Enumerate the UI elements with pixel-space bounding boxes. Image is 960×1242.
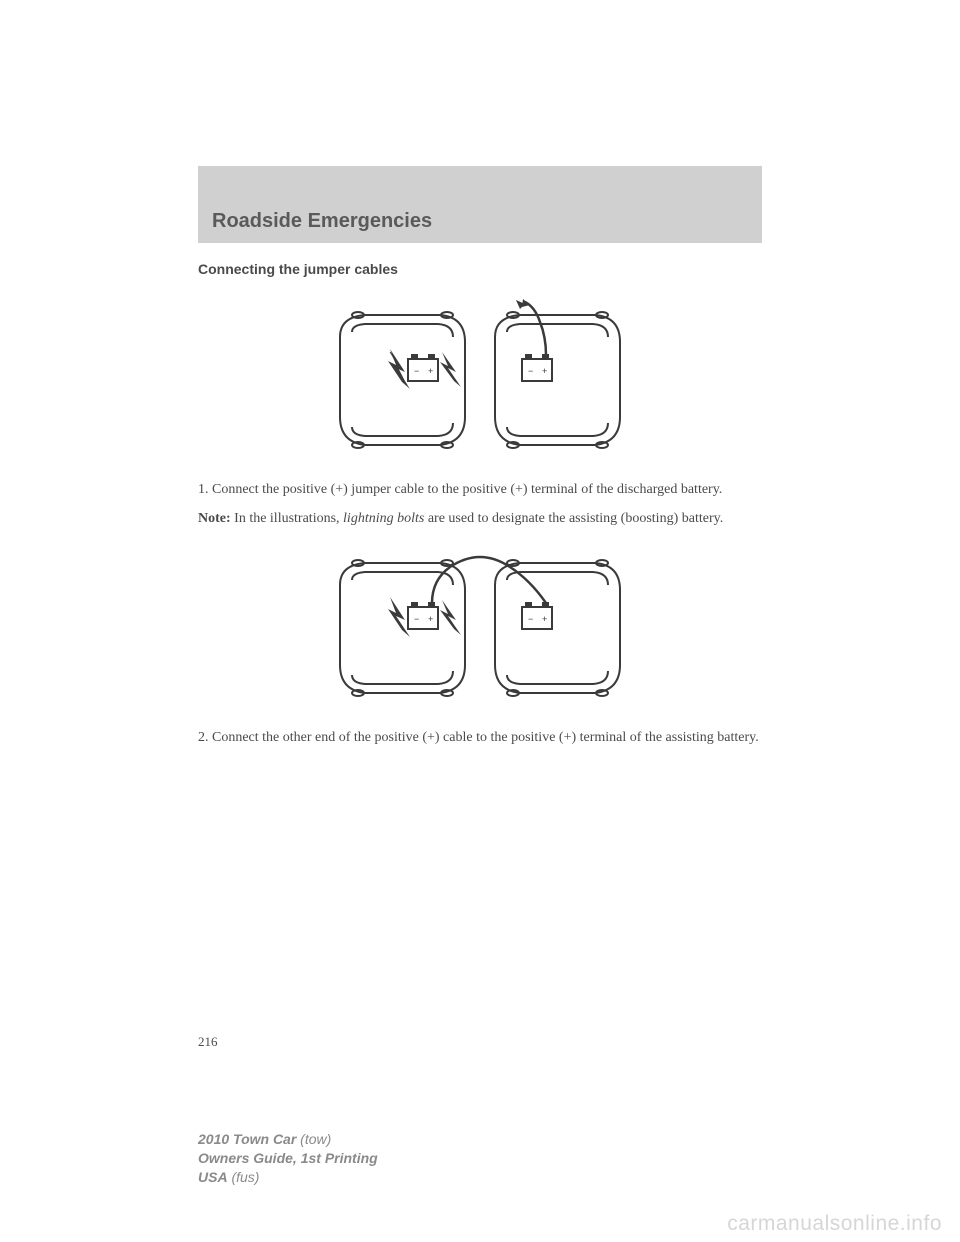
illustration-step2: − + − + (198, 545, 762, 705)
page-number: 216 (198, 1034, 218, 1050)
footer-block: 2010 Town Car (tow) Owners Guide, 1st Pr… (198, 1130, 378, 1187)
svg-text:−: − (528, 366, 533, 376)
footer-line1: 2010 Town Car (tow) (198, 1130, 378, 1149)
watermark: carmanualsonline.info (727, 1212, 942, 1236)
jumper-diagram-1: − + − + (330, 297, 630, 457)
svg-text:+: + (542, 366, 547, 376)
svg-text:+: + (428, 366, 433, 376)
step1-text: 1. Connect the positive (+) jumper cable… (198, 481, 762, 500)
chapter-header-bar: Roadside Emergencies (198, 166, 762, 243)
footer-line2: Owners Guide, 1st Printing (198, 1149, 378, 1168)
note-before: In the illustrations, (231, 511, 343, 526)
note-italic: lightning bolts (343, 511, 424, 526)
illustration-step1: − + − + (198, 297, 762, 457)
footer-line3: USA (fus) (198, 1168, 378, 1187)
footer-region: USA (198, 1169, 228, 1185)
section-title: Connecting the jumper cables (198, 261, 762, 277)
svg-text:−: − (414, 366, 419, 376)
note-label: Note: (198, 511, 231, 526)
step2-text: 2. Connect the other end of the positive… (198, 729, 762, 748)
svg-text:+: + (428, 614, 433, 624)
svg-text:−: − (528, 614, 533, 624)
svg-text:−: − (414, 614, 419, 624)
footer-model: 2010 Town Car (198, 1131, 296, 1147)
chapter-title: Roadside Emergencies (212, 210, 748, 233)
footer-code2: (fus) (228, 1169, 260, 1185)
footer-code1: (tow) (296, 1131, 331, 1147)
note-after: are used to designate the assisting (boo… (424, 511, 723, 526)
page-content: Roadside Emergencies Connecting the jump… (198, 166, 762, 758)
svg-text:+: + (542, 614, 547, 624)
jumper-diagram-2: − + − + (330, 545, 630, 705)
note-text: Note: In the illustrations, lightning bo… (198, 510, 762, 529)
